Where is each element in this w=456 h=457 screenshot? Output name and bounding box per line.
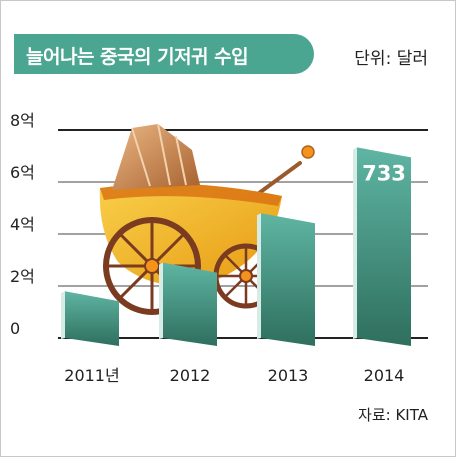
y-tick-label: 0 xyxy=(10,319,20,338)
bar-side xyxy=(257,213,261,339)
chart-title: 늘어나는 중국의 기저귀 수입 xyxy=(26,46,249,68)
bars xyxy=(61,147,411,346)
bar xyxy=(65,291,119,346)
bar-side xyxy=(159,262,163,339)
stroller-rear-wheel xyxy=(103,217,201,315)
x-category-label: 2012 xyxy=(170,366,211,385)
y-tick-label: 4억 xyxy=(10,215,35,234)
y-tick-label: 8억 xyxy=(10,111,35,130)
bar-value-label: 733 xyxy=(362,161,406,185)
bar xyxy=(357,147,411,346)
y-tick-label: 2억 xyxy=(10,267,35,286)
bar-side xyxy=(61,291,65,339)
unit-label: 단위: 달러 xyxy=(354,49,428,69)
bar-side xyxy=(353,147,357,339)
y-tick-label: 6억 xyxy=(10,163,35,182)
labels: 0 2억 4억 6억 8억 2011년 2012 2013 2014 733 xyxy=(10,111,406,385)
x-category-label: 2014 xyxy=(364,366,405,385)
bar xyxy=(163,262,217,346)
source-label: 자료: KITA xyxy=(358,406,428,424)
bar xyxy=(261,213,315,346)
title-banner xyxy=(14,34,314,74)
x-category-label: 2011년 xyxy=(64,366,119,385)
stroller-illustration xyxy=(99,123,315,315)
x-category-label: 2013 xyxy=(268,366,309,385)
